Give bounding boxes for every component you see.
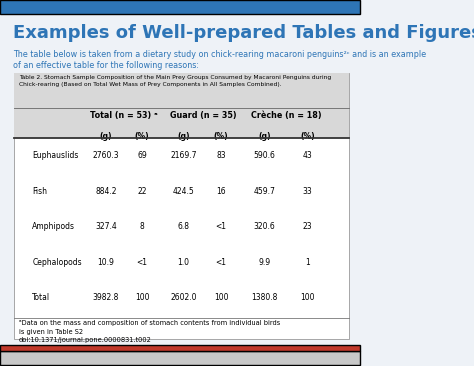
Text: Crèche (n = 18): Crèche (n = 18) bbox=[251, 111, 321, 120]
Text: 43: 43 bbox=[302, 152, 312, 160]
Text: 100: 100 bbox=[300, 293, 315, 302]
Text: 33: 33 bbox=[302, 187, 312, 196]
Text: (%): (%) bbox=[214, 132, 228, 141]
Text: 1.0: 1.0 bbox=[177, 258, 190, 267]
Text: (g): (g) bbox=[177, 132, 190, 141]
Text: 1: 1 bbox=[305, 258, 310, 267]
Text: 3982.8: 3982.8 bbox=[93, 293, 119, 302]
FancyBboxPatch shape bbox=[0, 0, 360, 14]
FancyBboxPatch shape bbox=[14, 108, 349, 138]
Text: Guard (n = 35): Guard (n = 35) bbox=[170, 111, 237, 120]
Text: 22: 22 bbox=[137, 187, 147, 196]
Text: (%): (%) bbox=[300, 132, 315, 141]
Text: 100: 100 bbox=[135, 293, 149, 302]
Text: Table 2. Stomach Sample Composition of the Main Prey Groups Consumed by Macaroni: Table 2. Stomach Sample Composition of t… bbox=[18, 75, 331, 87]
Text: (g): (g) bbox=[258, 132, 271, 141]
Text: Amphipods: Amphipods bbox=[32, 222, 75, 231]
Text: 2169.7: 2169.7 bbox=[170, 152, 197, 160]
Text: 884.2: 884.2 bbox=[95, 187, 117, 196]
Text: Cephalopods: Cephalopods bbox=[32, 258, 82, 267]
Text: 459.7: 459.7 bbox=[254, 187, 275, 196]
Text: 16: 16 bbox=[216, 187, 226, 196]
Text: ed: ed bbox=[279, 351, 297, 365]
Text: 23: 23 bbox=[303, 222, 312, 231]
Text: Examples of Well-prepared Tables and Figures: Examples of Well-prepared Tables and Fig… bbox=[13, 24, 474, 42]
Text: 2760.3: 2760.3 bbox=[93, 152, 119, 160]
FancyBboxPatch shape bbox=[14, 73, 349, 339]
Text: The table below is taken from a dietary study on chick-rearing macaroni penguins: The table below is taken from a dietary … bbox=[13, 51, 426, 70]
Text: Total (n = 53) ᵃ: Total (n = 53) ᵃ bbox=[90, 111, 158, 120]
FancyBboxPatch shape bbox=[0, 351, 360, 365]
Text: 69: 69 bbox=[137, 152, 147, 160]
Text: <1: <1 bbox=[216, 222, 227, 231]
Text: /: / bbox=[305, 351, 310, 365]
Text: Total: Total bbox=[32, 293, 51, 302]
Text: Euphauslids: Euphauslids bbox=[32, 152, 79, 160]
FancyBboxPatch shape bbox=[14, 73, 349, 108]
Text: <1: <1 bbox=[216, 258, 227, 267]
Text: (%): (%) bbox=[135, 132, 149, 141]
Text: 1380.8: 1380.8 bbox=[251, 293, 277, 302]
Text: 8: 8 bbox=[140, 222, 145, 231]
Text: 9.9: 9.9 bbox=[258, 258, 270, 267]
Text: 6.8: 6.8 bbox=[177, 222, 190, 231]
Text: 320.6: 320.6 bbox=[254, 222, 275, 231]
Text: Fish: Fish bbox=[32, 187, 47, 196]
Text: 590.6: 590.6 bbox=[254, 152, 275, 160]
Text: ᵃData on the mass and composition of stomach contents from individual birds
is g: ᵃData on the mass and composition of sto… bbox=[18, 320, 280, 343]
Text: 83: 83 bbox=[216, 152, 226, 160]
FancyBboxPatch shape bbox=[0, 345, 360, 351]
Text: <1: <1 bbox=[137, 258, 147, 267]
Text: 327.4: 327.4 bbox=[95, 222, 117, 231]
Text: 100: 100 bbox=[214, 293, 228, 302]
Text: 10.9: 10.9 bbox=[98, 258, 115, 267]
Text: 424.5: 424.5 bbox=[173, 187, 194, 196]
Text: 2602.0: 2602.0 bbox=[170, 293, 197, 302]
Text: (g): (g) bbox=[100, 132, 112, 141]
Text: tage: tage bbox=[312, 351, 346, 365]
